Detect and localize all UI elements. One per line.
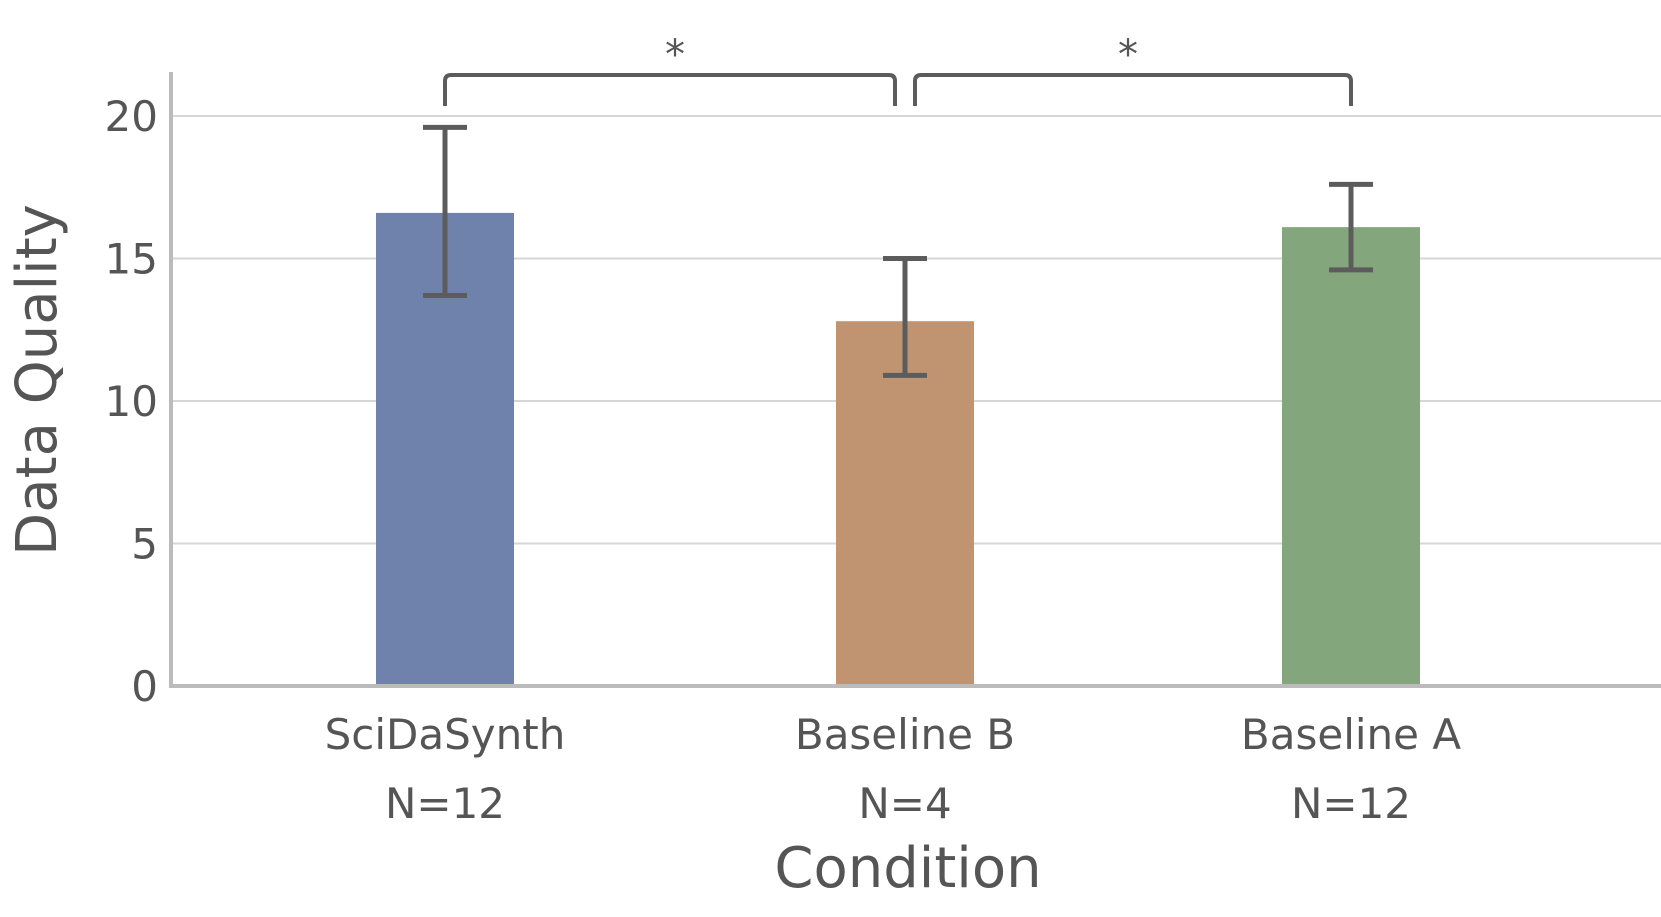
- sample-size-label: N=12: [1291, 779, 1411, 828]
- y-tick-label: 0: [131, 662, 158, 711]
- significance-star: *: [665, 32, 685, 78]
- x-tick-labels: SciDaSynth N=12 Baseline B N=4 Baseline A N=1…: [325, 710, 1462, 828]
- significance-bracket: [913, 73, 1353, 106]
- significance-bracket: [443, 73, 897, 106]
- bar: [836, 321, 974, 686]
- y-tick-labels: 0 5 10 15 20: [105, 92, 158, 711]
- y-axis-title: Data Quality: [5, 204, 70, 556]
- y-tick-label: 5: [131, 520, 158, 569]
- y-tick-label: 20: [105, 92, 158, 141]
- significance-brackets: * *: [443, 32, 1353, 106]
- error-bars: [423, 124, 1373, 378]
- x-tick-label: SciDaSynth: [325, 710, 566, 759]
- bars: [376, 212, 1420, 686]
- sample-size-label: N=4: [858, 779, 951, 828]
- x-axis-title: Condition: [774, 836, 1041, 901]
- bar: [1282, 227, 1420, 686]
- x-tick-label: Baseline A: [1241, 710, 1461, 759]
- significance-star: *: [1118, 32, 1138, 78]
- y-tick-label: 10: [105, 377, 158, 426]
- sample-size-label: N=12: [385, 779, 505, 828]
- y-tick-label: 15: [105, 235, 158, 284]
- axes: [169, 72, 1661, 688]
- x-tick-label: Baseline B: [795, 710, 1015, 759]
